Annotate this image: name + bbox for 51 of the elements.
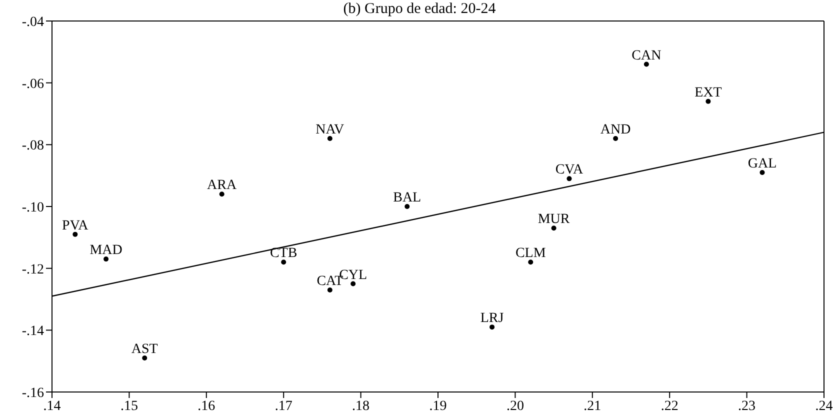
annotation: BAL (393, 190, 422, 206)
annotation: ARA (207, 178, 238, 194)
annotation: MAD (90, 243, 122, 258)
point (613, 136, 618, 141)
point (551, 226, 556, 231)
point (566, 176, 572, 182)
annotation: LRJ (480, 311, 504, 326)
y-tick-label: -.06 (22, 76, 44, 92)
point (644, 62, 649, 67)
point (350, 281, 356, 286)
point (404, 204, 410, 209)
x-tick-label: .16 (198, 398, 216, 414)
annotation: EXT (694, 85, 722, 100)
x-tick-label: .22 (660, 398, 678, 414)
x-tick-label: .18 (352, 398, 370, 414)
point (490, 324, 495, 330)
x-tick-label: .14 (43, 398, 61, 414)
annotation: MUR (538, 212, 570, 228)
y-tick-label: -.12 (22, 262, 44, 278)
annotation: AST (131, 342, 158, 357)
point (706, 98, 711, 104)
y-tick-label: -.16 (22, 386, 44, 401)
point (327, 287, 332, 292)
annotation: GAL (748, 156, 777, 172)
point (104, 256, 109, 262)
x-tick-label: .19 (429, 398, 447, 414)
annotation: NAV (316, 122, 344, 138)
annotation: CAN (632, 48, 662, 64)
x-tick-label: .17 (274, 398, 292, 414)
x-tick-label: .20 (506, 398, 524, 414)
y-tick-label: -.14 (22, 324, 44, 340)
y-tick-label: -.04 (22, 14, 44, 30)
point (72, 232, 78, 237)
point (281, 260, 286, 265)
x-tick-label: .24 (815, 398, 833, 414)
annotation: PVA (62, 218, 90, 234)
point (760, 170, 765, 175)
point (142, 355, 148, 360)
x-tick-label: .15 (120, 398, 138, 414)
point (327, 136, 332, 141)
y-tick-label: -.10 (22, 200, 44, 216)
annotation: AND (600, 122, 631, 138)
annotation: CVA (555, 162, 584, 178)
annotation: CTB (270, 246, 298, 262)
point (219, 192, 224, 197)
annotation: CLM (515, 246, 546, 262)
chart-title: (b) Grupo de edad: 20-24 (343, 1, 496, 17)
x-tick-label: .23 (738, 398, 756, 414)
x-tick-label: .21 (584, 398, 602, 414)
point (528, 260, 534, 265)
y-tick-label: -.08 (22, 138, 44, 154)
